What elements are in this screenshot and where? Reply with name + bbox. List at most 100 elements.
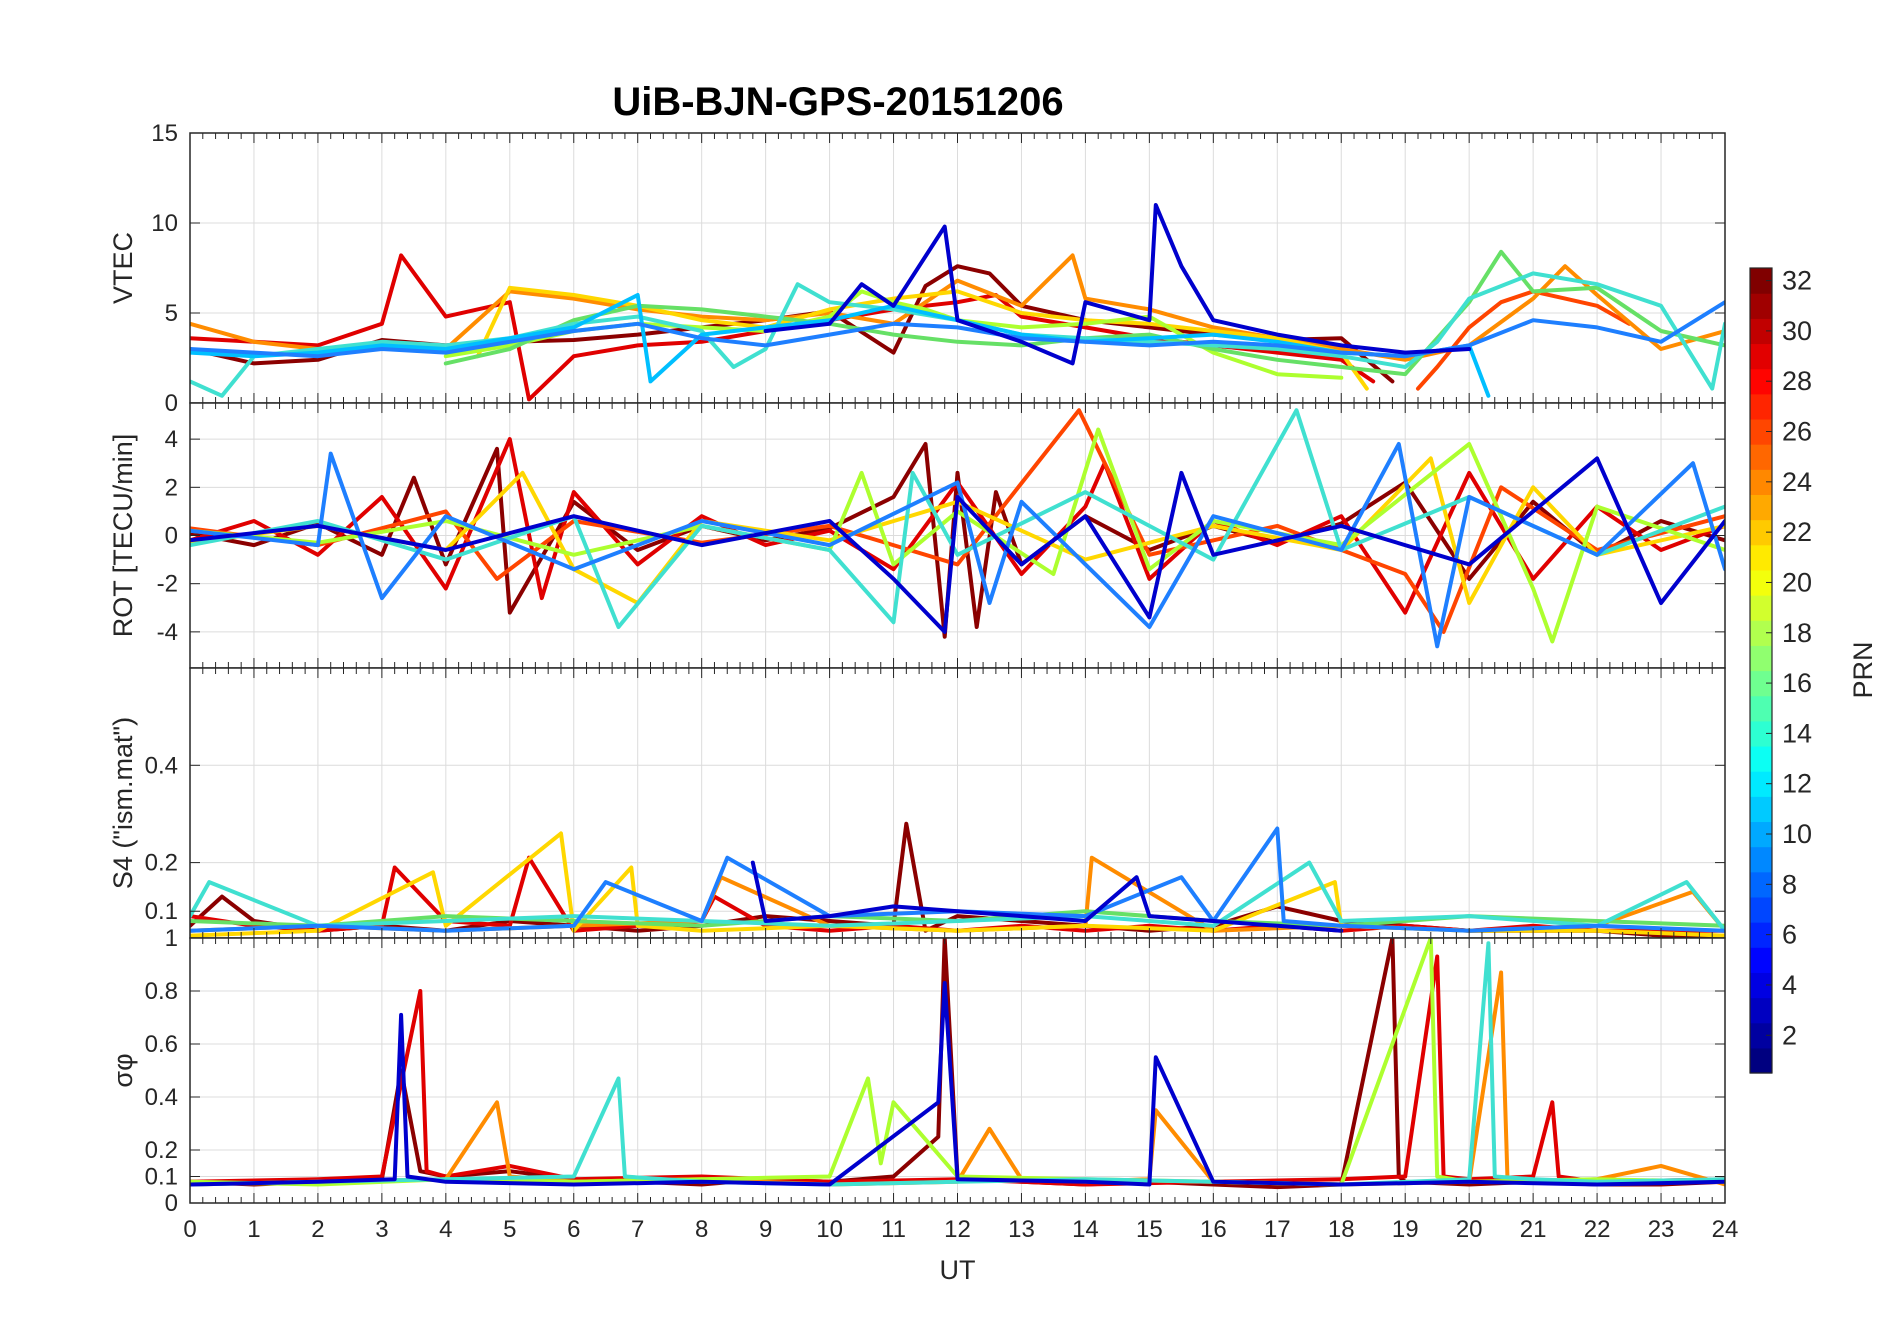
series-line-8 bbox=[190, 293, 1491, 398]
colorbar-segment bbox=[1750, 544, 1772, 571]
y-axis-label: VTEC bbox=[108, 232, 138, 304]
colorbar-tick-label: 24 bbox=[1782, 467, 1812, 497]
series-line-6 bbox=[443, 249, 1725, 377]
series-group bbox=[190, 938, 1725, 1190]
y-tick-label: 0.1 bbox=[145, 1164, 178, 1191]
y-tick-label: 0.2 bbox=[145, 850, 178, 877]
colorbar-tick-label: 14 bbox=[1782, 718, 1812, 748]
colorbar-segment bbox=[1750, 871, 1772, 898]
x-tick-label: 2 bbox=[311, 1216, 324, 1243]
x-tick-label: 18 bbox=[1328, 1216, 1355, 1243]
y-tick-label: 0.4 bbox=[145, 752, 178, 779]
colorbar-segment bbox=[1750, 1022, 1772, 1049]
x-tick-label: 16 bbox=[1200, 1216, 1227, 1243]
x-axis-label: UT bbox=[940, 1255, 976, 1285]
colorbar-segment bbox=[1750, 569, 1772, 596]
y-tick-label: 4 bbox=[165, 426, 178, 453]
colorbar-tick-label: 2 bbox=[1782, 1020, 1797, 1050]
colorbar-tick-label: 20 bbox=[1782, 567, 1812, 597]
series-line-6 bbox=[190, 826, 1725, 933]
series-line-4 bbox=[475, 285, 1369, 391]
colorbar-tick-label: 12 bbox=[1782, 769, 1812, 799]
x-axis: 0 1 2 3 4 5 6 7 8 9 10 11 12 13 14 15 16 17 18 19 20 21 22 23 24… bbox=[183, 1216, 1738, 1285]
x-tick-label: 0 bbox=[183, 1216, 196, 1243]
colorbar-frame bbox=[1749, 267, 1773, 1074]
colorbar-segment bbox=[1750, 922, 1772, 948]
colorbar-segment bbox=[1750, 469, 1772, 496]
panel-vtec: 0 5 10 15 VTEC bbox=[108, 120, 1726, 417]
colorbar-segment bbox=[1750, 343, 1772, 370]
series-line-3 bbox=[190, 938, 1725, 1187]
colorbar-segment bbox=[1750, 972, 1772, 999]
colorbar-tick-label: 10 bbox=[1782, 819, 1812, 849]
y-axis-label: ROT [TECU/min] bbox=[108, 434, 138, 638]
y-tick-label: 2 bbox=[165, 474, 178, 501]
colorbar-segment bbox=[1750, 896, 1772, 923]
colorbar-segment bbox=[1750, 695, 1772, 722]
y-axis-label: σφ bbox=[108, 1053, 138, 1087]
colorbar-label: PRN bbox=[1848, 641, 1878, 698]
x-tick-label: 19 bbox=[1392, 1216, 1419, 1243]
x-tick-label: 8 bbox=[695, 1216, 708, 1243]
colorbar-segment bbox=[1750, 846, 1772, 873]
colorbar-segment bbox=[1750, 1047, 1772, 1074]
x-tick-label: 23 bbox=[1648, 1216, 1675, 1243]
x-tick-label: 1 bbox=[247, 1216, 260, 1243]
colorbar-tick-label: 6 bbox=[1782, 920, 1797, 950]
colorbar-segment bbox=[1750, 444, 1772, 470]
y-tick-label: 0.6 bbox=[145, 1031, 178, 1058]
panel-s4: 0.1 0.2 0.4 S4 ("ism.mat") bbox=[108, 667, 1726, 939]
colorbar-tick-label: 22 bbox=[1782, 517, 1812, 547]
colorbar-segment bbox=[1750, 620, 1772, 646]
series-line-9 bbox=[190, 300, 1725, 359]
colorbar-tick-label: 4 bbox=[1782, 970, 1797, 1000]
y-tick-label: 15 bbox=[151, 120, 178, 147]
series-line-7 bbox=[190, 456, 1725, 634]
colorbar-segment bbox=[1750, 368, 1772, 395]
series-line-4 bbox=[190, 427, 1725, 644]
x-tick-label: 17 bbox=[1264, 1216, 1291, 1243]
x-tick-label: 11 bbox=[881, 1216, 906, 1243]
colorbar-segment bbox=[1750, 947, 1772, 973]
series-line-5 bbox=[190, 408, 1725, 629]
colorbar-segment bbox=[1750, 670, 1772, 697]
x-tick-label: 7 bbox=[631, 1216, 644, 1243]
colorbar-segment bbox=[1750, 268, 1772, 294]
x-tick-label: 5 bbox=[503, 1216, 516, 1243]
y-tick-label: 0.4 bbox=[145, 1084, 178, 1111]
colorbar-segment bbox=[1750, 821, 1772, 848]
y-tick-label: 0 bbox=[165, 523, 178, 550]
x-tick-label: 15 bbox=[1136, 1216, 1163, 1243]
colorbar-segment bbox=[1750, 418, 1772, 445]
x-tick-label: 13 bbox=[1008, 1216, 1035, 1243]
x-tick-label: 12 bbox=[944, 1216, 971, 1243]
panel-sigma-phi: 00.10.2 0.4 0.6 0.8 1 σφ bbox=[108, 925, 1726, 1217]
colorbar-segment bbox=[1750, 519, 1772, 546]
x-tick-label: 9 bbox=[759, 1216, 772, 1243]
colorbar-segment bbox=[1750, 997, 1772, 1024]
x-tick-label: 10 bbox=[816, 1216, 843, 1243]
y-axis-label: S4 ("ism.mat") bbox=[108, 717, 138, 889]
series-line-6 bbox=[190, 442, 1725, 649]
series-line-7 bbox=[750, 860, 1344, 933]
colorbar-segment bbox=[1750, 771, 1772, 797]
colorbar-segment bbox=[1750, 645, 1772, 672]
colorbar-tick-label: 32 bbox=[1782, 266, 1812, 296]
x-tick-label: 20 bbox=[1456, 1216, 1483, 1243]
x-tick-label: 4 bbox=[439, 1216, 452, 1243]
colorbar-segment bbox=[1750, 720, 1772, 747]
y-tick-label: 0 bbox=[165, 390, 178, 417]
colorbar-segment bbox=[1750, 745, 1772, 772]
y-tick-label: 0 bbox=[165, 1190, 178, 1217]
x-tick-label: 22 bbox=[1584, 1216, 1611, 1243]
x-tick-label: 3 bbox=[375, 1216, 388, 1243]
series-group bbox=[190, 408, 1725, 649]
colorbar-tick-label: 26 bbox=[1782, 417, 1812, 447]
series-line-5 bbox=[190, 860, 1725, 933]
figure-title: UiB-BJN-GPS-20151206 bbox=[612, 80, 1063, 124]
x-tick-label: 24 bbox=[1712, 1216, 1739, 1243]
series-line-2 bbox=[1416, 289, 1632, 391]
